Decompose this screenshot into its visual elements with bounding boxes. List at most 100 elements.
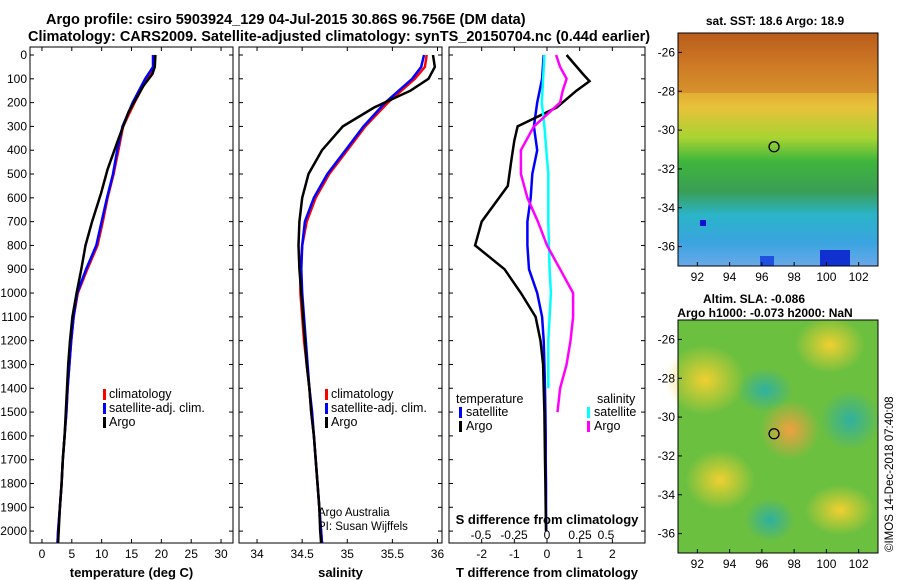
x-tick-label: 2 [609,547,616,561]
map-lat-label: -28 [658,84,676,98]
s-difference-tick-label: 0.5 [598,528,615,542]
depth-tick-label: 400 [7,143,27,157]
depth-tick-label: 700 [7,215,27,229]
legend-label: Argo [109,415,135,429]
legend-swatch [459,407,462,418]
map-lon-label: 96 [755,557,769,571]
title-line-1: Argo profile: csiro 5903924_129 04-Jul-2… [46,12,526,28]
legend-swatch [103,417,106,428]
depth-tick-label: 900 [7,262,27,276]
legend-swatch [587,421,590,432]
map-lon-label: 92 [691,557,705,571]
legend-title-temperature: temperature [456,392,523,406]
sla-map-blob [795,317,865,373]
sst-map-cold-patch [760,256,774,266]
series-line-climatology [56,55,155,544]
legend-label: satellite [594,405,636,419]
depth-tick-label: 300 [7,119,27,133]
s-difference-tick-label: 0 [544,528,551,542]
legend-label: Argo [466,419,492,433]
x-tick-label: 0 [544,547,551,561]
map-lon-label: 94 [723,557,737,571]
x-tick-label: 25 [185,547,199,561]
argo-position-marker [768,141,780,153]
x-tick-label: 10 [95,547,109,561]
legend-label: satellite-adj. clim. [331,401,427,415]
map-lat-label: -32 [658,162,676,176]
sla-map [665,317,880,554]
x-tick-label: 35.5 [381,547,405,561]
map-lat-label: -36 [658,240,676,254]
series-line-t-argo [473,54,592,532]
sst-map-title: sat. SST: 18.6 Argo: 18.9 [706,14,845,28]
series-line-argo [56,54,157,544]
depth-tick-label: 2000 [0,524,27,538]
map-lat-label: -26 [658,45,676,59]
depth-tick-label: 100 [7,72,27,86]
map-lon-label: 96 [755,270,769,284]
x-tick-label: 30 [214,547,228,561]
sla-map-blob [805,485,875,535]
sst-map-warm-band [678,33,878,93]
depth-tick-label: 200 [7,96,27,110]
depth-tick-label: 0 [20,48,27,62]
legend-label: Argo [331,415,357,429]
x-tick-label: -1 [509,547,520,561]
map-lat-label: -34 [658,201,676,215]
x-tick-label: 1 [576,547,583,561]
x-axis-label: salinity [318,565,364,580]
series-line-s-argo [519,54,575,413]
depth-tick-label: 1100 [1,310,27,324]
title-line-2: Climatology: CARS2009. Satellite-adjuste… [28,29,651,45]
map-lat-label: -32 [658,449,676,463]
x-tick-label: 15 [125,547,139,561]
depth-tick-label: 800 [7,238,27,252]
legend-label: climatology [109,387,172,401]
x-axis-label: T difference from climatology [456,565,639,580]
x-tick-label: 34 [250,547,264,561]
s-difference-tick-label: -0.25 [500,528,528,542]
x-tick-label: 5 [68,547,75,561]
salinity-panel-frame [238,46,443,544]
legend-swatch [587,407,590,418]
argo-position-marker [768,428,780,440]
legend-swatch [103,389,106,400]
x-tick-label: 35 [341,547,355,561]
map-lat-label: -26 [658,332,676,346]
credit-annotation: Argo Australia [318,507,390,519]
legend-swatch [325,417,328,428]
credit-annotation: PI: Susan Wijffels [318,521,408,533]
sst-map-frame [677,32,879,267]
depth-tick-label: 1000 [0,286,27,300]
sla-map-blob [685,450,755,510]
map-lon-label: 92 [691,270,705,284]
legend-label: Argo [594,419,620,433]
temperature-panel-frame [29,46,234,544]
x-tick-label: 36 [431,547,445,561]
sla-map-blob [820,390,880,450]
s-difference-tick-label: -0.5 [471,528,492,542]
depth-tick-label: 1500 [0,405,27,419]
map-lat-label: -30 [658,410,676,424]
x-tick-label: -2 [476,547,487,561]
map-lat-label: -34 [658,488,676,502]
depth-tick-label: 1900 [0,500,27,514]
series-line-satellite-adj-clim- [56,55,155,544]
depth-tick-label: 1400 [0,381,27,395]
map-lon-label: 98 [787,270,801,284]
depth-tick-label: 1800 [0,476,27,490]
sla-map-blob [665,345,745,415]
s-difference-label: S difference from climatology [456,512,640,527]
s-difference-tick-label: 0.25 [568,528,592,542]
depth-tick-label: 500 [7,167,27,181]
depth-tick-label: 1300 [0,357,27,371]
sla-map-blob [760,400,820,460]
legend-label: satellite-adj. clim. [109,401,205,415]
sla-map-title-line2: Argo h1000: -0.073 h2000: NaN [677,306,852,320]
sla-map-title-line1: Altim. SLA: -0.086 [703,292,805,306]
x-axis-label: temperature (deg C) [70,565,194,580]
sla-map-blob [745,498,795,542]
map-lat-label: -36 [658,527,676,541]
map-lon-label: 94 [723,270,737,284]
